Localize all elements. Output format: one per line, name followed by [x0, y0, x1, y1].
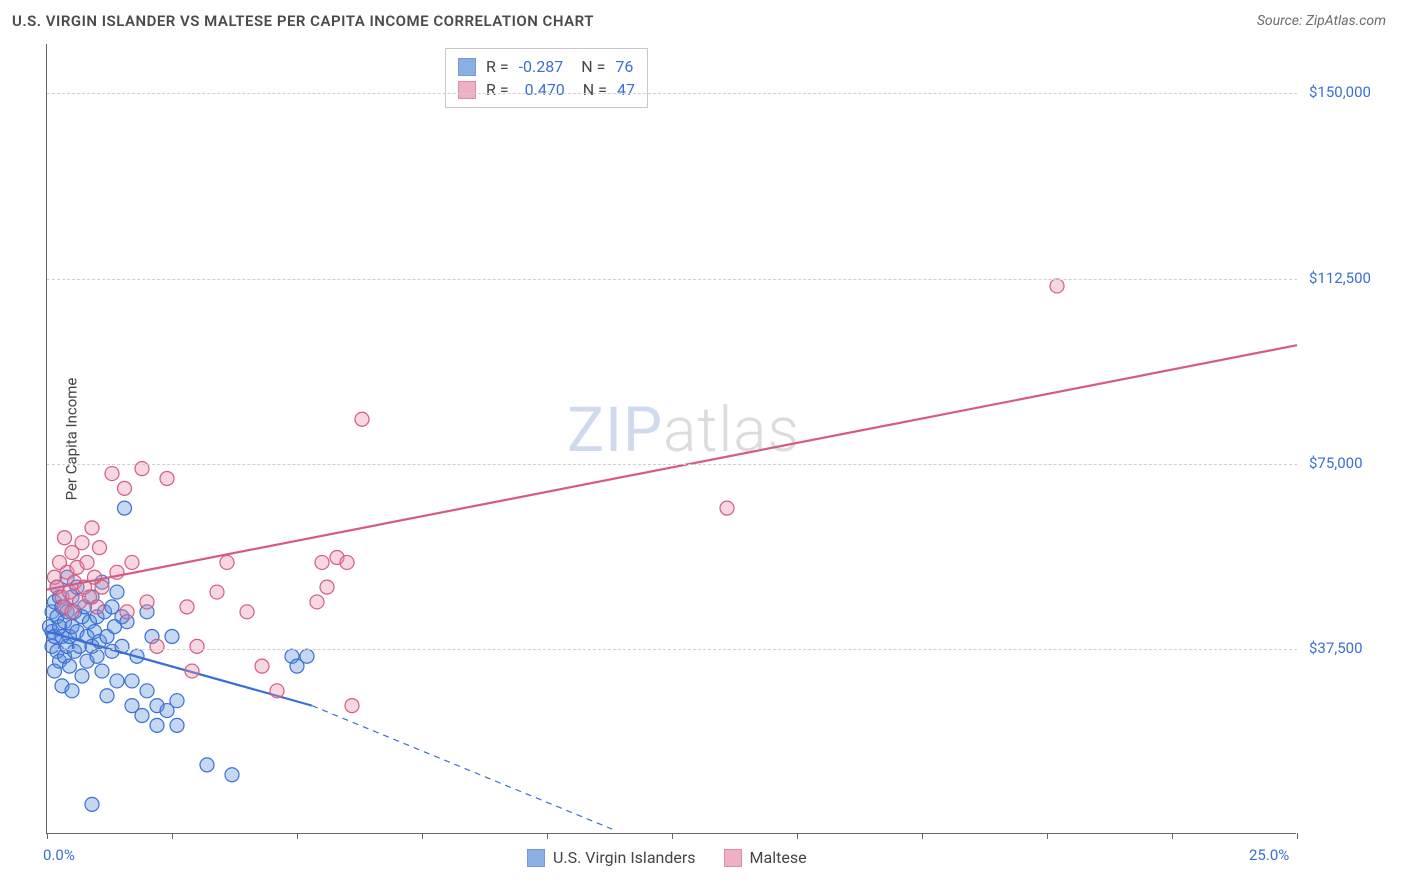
data-point	[170, 718, 184, 732]
legend-n-label-1: N =	[583, 80, 607, 99]
x-tick-label: 0.0%	[43, 846, 75, 864]
legend-r-value-0: -0.287	[519, 57, 564, 76]
data-point	[315, 555, 329, 569]
trend-line	[47, 345, 1297, 589]
data-point	[310, 595, 324, 609]
bottom-legend-label-1: Maltese	[750, 848, 807, 867]
data-point	[225, 768, 239, 782]
bottom-legend: U.S. Virgin Islanders Maltese	[527, 848, 807, 867]
stats-legend-row-0: R = -0.287 N = 76	[458, 55, 635, 78]
bottom-legend-item-0: U.S. Virgin Islanders	[527, 848, 696, 867]
data-point	[120, 605, 134, 619]
x-tick	[1297, 833, 1298, 839]
data-point	[118, 501, 132, 515]
data-point	[720, 501, 734, 515]
legend-swatch-1	[458, 81, 476, 99]
data-point	[180, 600, 194, 614]
gridline	[47, 279, 1297, 280]
plot-svg	[47, 44, 1297, 834]
data-point	[125, 555, 139, 569]
bottom-legend-swatch-1	[724, 849, 742, 867]
x-tick	[922, 833, 923, 839]
x-tick	[297, 833, 298, 839]
legend-r-label-0: R =	[486, 57, 509, 76]
data-point	[105, 467, 119, 481]
x-tick	[672, 833, 673, 839]
data-point	[345, 699, 359, 713]
data-point	[75, 536, 89, 550]
data-point	[190, 639, 204, 653]
data-point	[170, 694, 184, 708]
x-tick	[1047, 833, 1048, 839]
data-point	[100, 689, 114, 703]
data-point	[140, 595, 154, 609]
data-point	[125, 674, 139, 688]
x-tick	[422, 833, 423, 839]
gridline	[47, 649, 1297, 650]
y-tick-label: $37,500	[1309, 639, 1363, 657]
bottom-legend-swatch-0	[527, 849, 545, 867]
data-point	[93, 541, 107, 555]
chart-area: Per Capita Income ZIPatlas R = -0.287 N …	[46, 44, 1386, 834]
stats-legend: R = -0.287 N = 76 R = 0.470 N = 47	[445, 48, 648, 108]
data-point	[75, 669, 89, 683]
legend-r-value-1: 0.470	[525, 80, 565, 99]
trend-line-extrapolated	[312, 706, 612, 829]
source-attribution: Source: ZipAtlas.com	[1257, 13, 1386, 29]
data-point	[255, 659, 269, 673]
legend-r-label-1: R =	[486, 80, 509, 99]
gridline	[47, 464, 1297, 465]
data-point	[150, 639, 164, 653]
data-point	[140, 684, 154, 698]
x-tick	[1172, 833, 1173, 839]
x-tick	[172, 833, 173, 839]
data-point	[95, 580, 109, 594]
data-point	[110, 585, 124, 599]
x-tick	[547, 833, 548, 839]
data-point	[355, 412, 369, 426]
data-point	[65, 684, 79, 698]
stats-legend-row-1: R = 0.470 N = 47	[458, 78, 635, 101]
data-point	[160, 472, 174, 486]
data-point	[85, 797, 99, 811]
data-point	[240, 605, 254, 619]
legend-n-value-0: 76	[615, 57, 633, 76]
data-point	[300, 649, 314, 663]
data-point	[210, 585, 224, 599]
data-point	[320, 580, 334, 594]
data-point	[58, 531, 72, 545]
data-point	[135, 709, 149, 723]
x-tick	[47, 833, 48, 839]
data-point	[1050, 279, 1064, 293]
data-point	[200, 758, 214, 772]
data-point	[340, 555, 354, 569]
bottom-legend-label-0: U.S. Virgin Islanders	[553, 848, 696, 867]
gridline	[47, 93, 1297, 94]
chart-title: U.S. VIRGIN ISLANDER VS MALTESE PER CAPI…	[12, 12, 594, 30]
data-point	[118, 481, 132, 495]
x-tick	[797, 833, 798, 839]
y-tick-label: $75,000	[1309, 454, 1363, 472]
y-tick-label: $150,000	[1309, 83, 1371, 101]
data-point	[110, 674, 124, 688]
data-point	[185, 664, 199, 678]
plot-box: ZIPatlas R = -0.287 N = 76 R = 0.470 N =…	[46, 44, 1296, 834]
data-point	[80, 555, 94, 569]
data-point	[85, 521, 99, 535]
data-point	[63, 659, 77, 673]
data-point	[95, 664, 109, 678]
data-point	[90, 649, 104, 663]
legend-n-label-0: N =	[581, 57, 605, 76]
data-point	[270, 684, 284, 698]
bottom-legend-item-1: Maltese	[724, 848, 807, 867]
legend-n-value-1: 47	[617, 80, 635, 99]
data-point	[165, 630, 179, 644]
data-point	[90, 600, 104, 614]
legend-swatch-0	[458, 58, 476, 76]
y-tick-label: $112,500	[1309, 269, 1371, 287]
data-point	[220, 555, 234, 569]
data-point	[150, 718, 164, 732]
x-tick-label: 25.0%	[1249, 846, 1289, 864]
